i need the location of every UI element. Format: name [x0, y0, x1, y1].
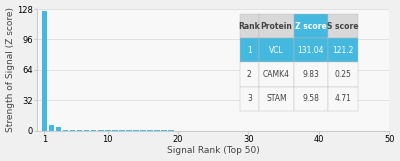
Text: Rank: Rank [238, 22, 260, 31]
Text: 3: 3 [247, 94, 252, 103]
Y-axis label: Strength of Signal (Z score): Strength of Signal (Z score) [6, 7, 14, 132]
Text: Protein: Protein [261, 22, 292, 31]
Text: VCL: VCL [269, 46, 284, 55]
Bar [56, 127, 61, 131]
Text: 1: 1 [247, 46, 252, 55]
Text: 9.83: 9.83 [302, 70, 319, 79]
X-axis label: Signal Rank (Top 50): Signal Rank (Top 50) [167, 147, 260, 155]
Bar [49, 125, 54, 131]
Text: 131.04: 131.04 [298, 46, 324, 55]
Text: S score: S score [327, 22, 358, 31]
Text: STAM: STAM [266, 94, 287, 103]
Text: 4.71: 4.71 [334, 94, 351, 103]
Bar [42, 11, 47, 131]
Text: 0.25: 0.25 [334, 70, 351, 79]
Text: 2: 2 [247, 70, 252, 79]
Text: Z score: Z score [295, 22, 327, 31]
Text: 121.2: 121.2 [332, 46, 353, 55]
Text: CAMK4: CAMK4 [263, 70, 290, 79]
Bar [63, 130, 68, 131]
Text: 9.58: 9.58 [302, 94, 319, 103]
